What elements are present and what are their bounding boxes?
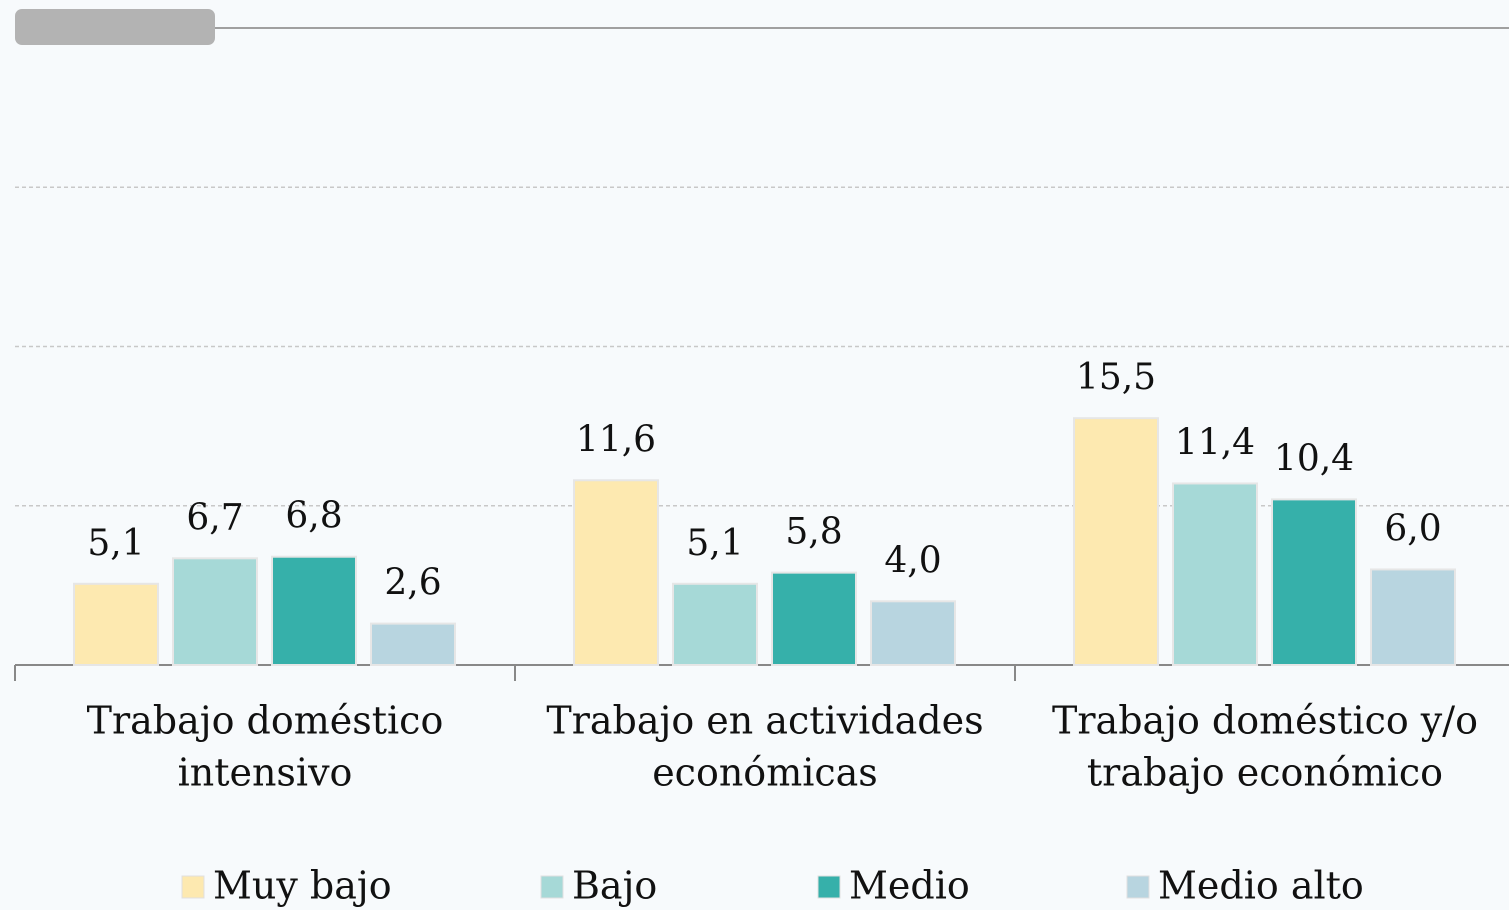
x-tick-label: intensivo xyxy=(178,751,353,795)
legend-label: Bajo xyxy=(572,864,657,908)
value-label: 4,0 xyxy=(884,540,941,581)
bar xyxy=(1271,498,1357,666)
bar xyxy=(370,622,456,666)
bar xyxy=(1073,417,1159,666)
value-label: 11,4 xyxy=(1175,422,1255,463)
value-label: 2,6 xyxy=(384,563,441,604)
value-label: 5,1 xyxy=(686,523,743,564)
x-tick-label: Trabajo en actividades xyxy=(546,699,983,743)
bar xyxy=(573,479,659,666)
legend-swatch xyxy=(817,875,841,899)
legend-swatch xyxy=(540,875,564,899)
legend-label: Medio alto xyxy=(1158,864,1364,908)
bar xyxy=(1172,482,1258,666)
bar xyxy=(1370,568,1456,667)
bar xyxy=(870,600,956,666)
value-label: 5,8 xyxy=(785,512,842,553)
legend-swatch xyxy=(1126,875,1150,899)
legend-swatch xyxy=(181,875,205,899)
legend-label: Muy bajo xyxy=(213,864,392,908)
bar xyxy=(771,571,857,667)
bar xyxy=(73,582,159,666)
value-label: 11,6 xyxy=(576,419,656,460)
x-tick-label: Trabajo doméstico y/o xyxy=(1052,699,1478,743)
value-label: 5,1 xyxy=(87,523,144,564)
x-tick-label: trabajo económico xyxy=(1087,751,1443,795)
value-label: 15,5 xyxy=(1076,357,1156,398)
value-label: 6,7 xyxy=(186,497,243,538)
bar xyxy=(172,557,258,666)
legend-label: Medio xyxy=(849,864,970,908)
bar xyxy=(271,555,357,667)
bar xyxy=(672,582,758,666)
value-label: 6,0 xyxy=(1384,508,1441,549)
header-tab xyxy=(15,9,215,45)
value-label: 10,4 xyxy=(1274,438,1354,479)
x-tick-label: Trabajo doméstico xyxy=(87,699,444,743)
x-tick-label: económicas xyxy=(652,751,878,795)
value-label: 6,8 xyxy=(285,496,342,537)
